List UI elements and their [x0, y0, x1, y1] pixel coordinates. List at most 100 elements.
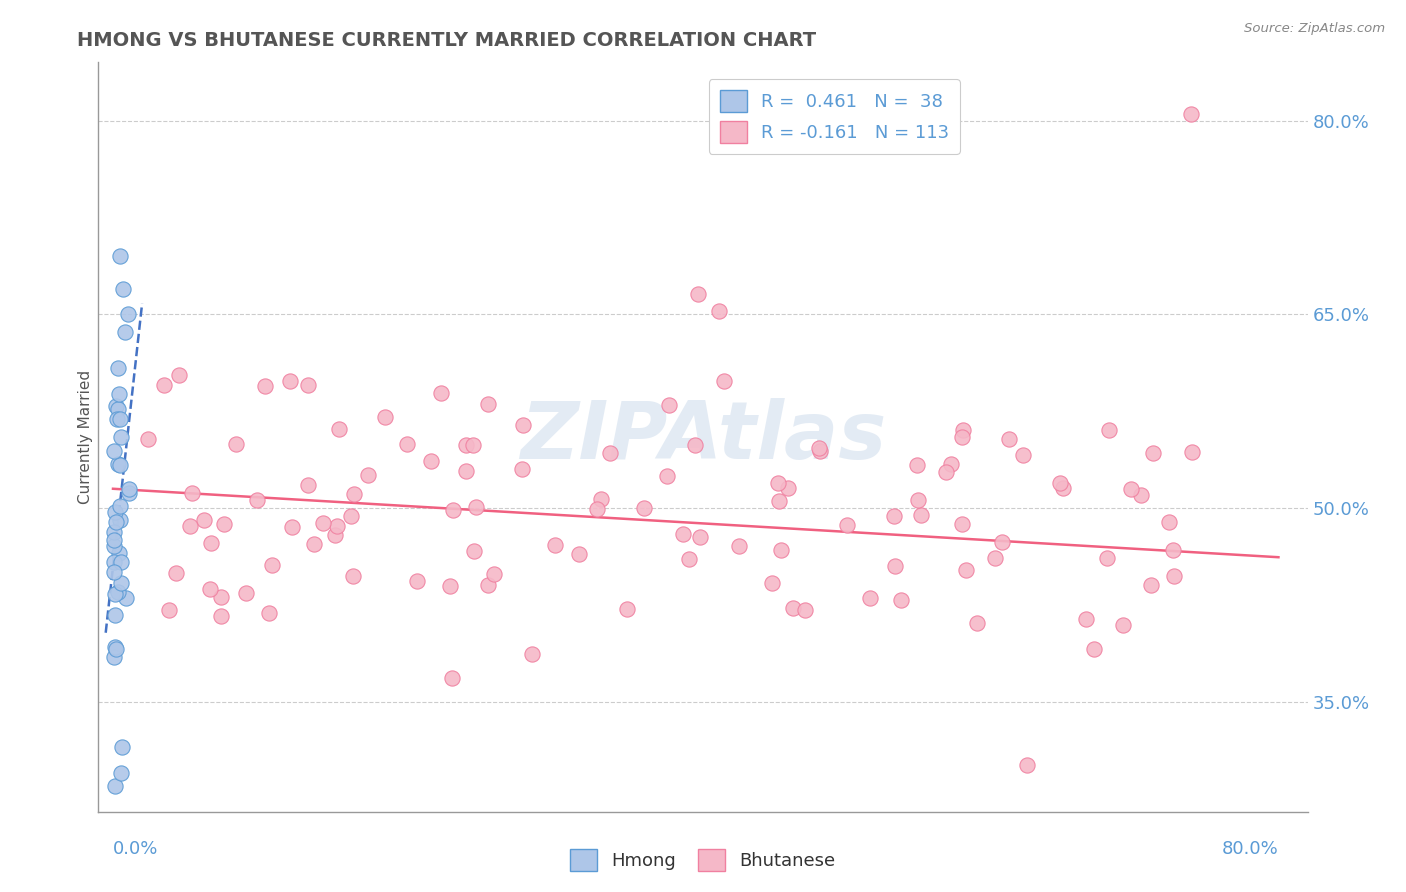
Point	[357, 467, 380, 482]
Point	[136, 432, 159, 446]
Point	[952, 423, 974, 437]
Point	[110, 430, 132, 444]
Point	[439, 579, 461, 593]
Point	[110, 766, 132, 780]
Point	[259, 606, 281, 620]
Point	[1163, 568, 1185, 582]
Point	[343, 487, 366, 501]
Point	[110, 740, 132, 755]
Point	[713, 374, 735, 388]
Point	[1157, 515, 1180, 529]
Point	[778, 481, 800, 495]
Point	[167, 368, 190, 382]
Point	[591, 492, 613, 507]
Point	[302, 536, 325, 550]
Point	[482, 567, 505, 582]
Point	[883, 508, 905, 523]
Point	[103, 524, 125, 539]
Point	[761, 575, 783, 590]
Point	[209, 591, 232, 605]
Point	[544, 538, 567, 552]
Point	[477, 578, 499, 592]
Point	[107, 584, 129, 599]
Point	[212, 516, 235, 531]
Point	[1181, 445, 1204, 459]
Point	[905, 458, 928, 472]
Point	[950, 516, 973, 531]
Point	[297, 378, 319, 392]
Point	[941, 457, 963, 471]
Point	[157, 603, 180, 617]
Point	[782, 600, 804, 615]
Point	[807, 441, 830, 455]
Point	[520, 647, 543, 661]
Point	[907, 493, 929, 508]
Point	[180, 486, 202, 500]
Point	[105, 399, 128, 413]
Point	[107, 361, 129, 376]
Point	[454, 465, 477, 479]
Point	[339, 509, 361, 524]
Point	[104, 642, 127, 657]
Point	[1142, 445, 1164, 459]
Point	[114, 591, 136, 605]
Point	[114, 326, 136, 340]
Text: 0.0%: 0.0%	[112, 840, 159, 858]
Point	[1130, 488, 1153, 502]
Point	[246, 493, 269, 508]
Point	[728, 539, 751, 553]
Point	[1180, 107, 1202, 121]
Point	[107, 457, 129, 471]
Point	[209, 609, 232, 624]
Point	[105, 515, 128, 529]
Legend: R =  0.461   N =  38, R = -0.161   N = 113: R = 0.461 N = 38, R = -0.161 N = 113	[709, 79, 960, 153]
Point	[328, 422, 350, 436]
Point	[107, 386, 129, 401]
Legend: Hmong, Bhutanese: Hmong, Bhutanese	[562, 842, 844, 879]
Point	[567, 547, 589, 561]
Point	[935, 466, 957, 480]
Point	[1083, 642, 1105, 657]
Point	[884, 558, 907, 573]
Point	[1119, 482, 1142, 496]
Point	[794, 602, 817, 616]
Point	[179, 519, 201, 533]
Point	[111, 281, 134, 295]
Point	[104, 587, 127, 601]
Point	[103, 533, 125, 547]
Point	[297, 478, 319, 492]
Point	[200, 536, 222, 550]
Point	[325, 528, 347, 542]
Point	[108, 458, 131, 472]
Point	[768, 494, 790, 508]
Point	[108, 249, 131, 263]
Point	[966, 615, 988, 630]
Point	[463, 544, 485, 558]
Point	[1017, 758, 1039, 772]
Point	[104, 505, 127, 519]
Point	[105, 412, 128, 426]
Point	[1074, 612, 1097, 626]
Point	[254, 379, 277, 393]
Point	[430, 386, 453, 401]
Text: ZIPAtlas: ZIPAtlas	[520, 398, 886, 476]
Point	[104, 640, 127, 654]
Point	[1097, 550, 1119, 565]
Point	[441, 503, 464, 517]
Point	[104, 779, 127, 793]
Point	[689, 530, 711, 544]
Point	[633, 500, 655, 515]
Point	[477, 397, 499, 411]
Text: Source: ZipAtlas.com: Source: ZipAtlas.com	[1244, 22, 1385, 36]
Point	[1161, 543, 1184, 558]
Point	[658, 398, 681, 412]
Point	[616, 602, 638, 616]
Point	[118, 482, 141, 496]
Point	[454, 438, 477, 452]
Point	[117, 307, 139, 321]
Point	[281, 519, 304, 533]
Point	[342, 568, 364, 582]
Point	[950, 430, 973, 444]
Point	[1012, 448, 1035, 462]
Point	[510, 461, 533, 475]
